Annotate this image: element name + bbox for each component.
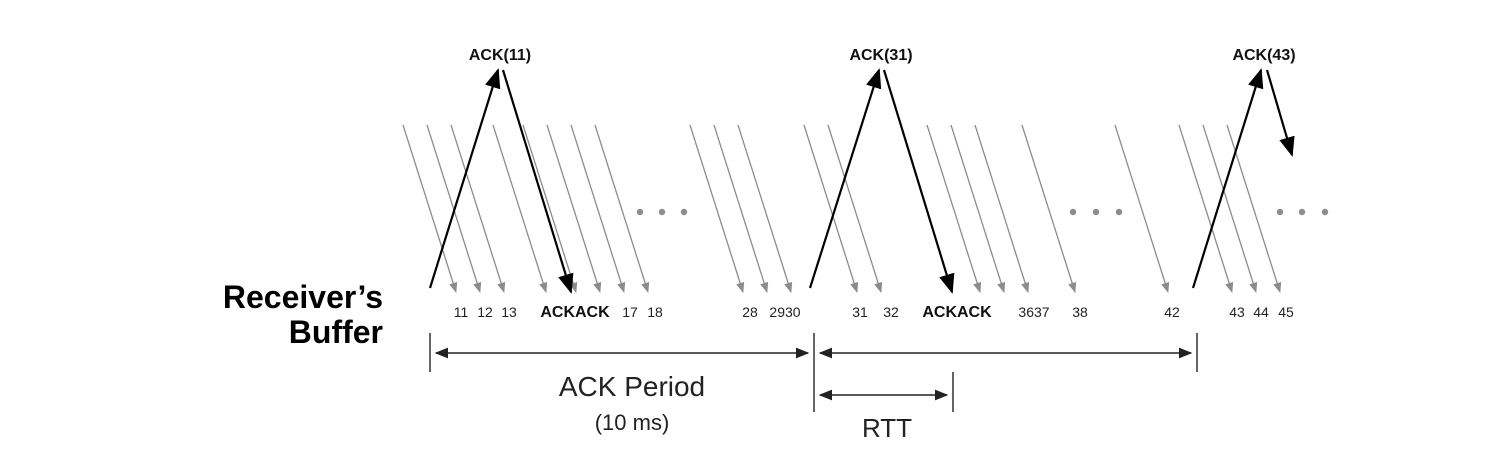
seq-label: 43	[1229, 304, 1245, 320]
receiver-label-line2: Buffer	[289, 314, 383, 350]
packet-line	[570, 124, 626, 293]
ack-period-sublabel: (10 ms)	[595, 410, 670, 435]
packet-line	[1202, 124, 1258, 293]
seq-label-ackack: ACKACK	[540, 304, 610, 321]
ellipsis-dot	[1298, 208, 1306, 216]
ellipsis-dot	[636, 208, 644, 216]
ack-label-2: ACK(31)	[849, 47, 912, 64]
packet-line	[1021, 124, 1077, 293]
seq-label: 28	[742, 304, 758, 320]
packet-line	[1114, 124, 1170, 293]
packet-arrival-lines	[402, 124, 1282, 293]
seq-label: 45	[1278, 304, 1294, 320]
ellipsis-dot	[1276, 208, 1284, 216]
packet-line	[737, 124, 793, 293]
ack-line-up-1	[428, 68, 501, 289]
packet-line	[950, 124, 1006, 293]
packet-line	[426, 124, 482, 293]
packet-line	[450, 124, 506, 293]
ellipsis-dot	[680, 208, 688, 216]
ack-label-1: ACK(11)	[469, 47, 531, 64]
seq-label: 3637	[1018, 304, 1049, 320]
seq-label: 12	[477, 304, 493, 320]
seq-label: 44	[1253, 304, 1269, 320]
ack-period-dimensions	[429, 333, 1198, 412]
packet-line	[402, 124, 458, 293]
packet-line	[827, 124, 883, 293]
seq-label: 17	[622, 304, 638, 320]
packet-line	[594, 124, 650, 293]
seq-label: 32	[883, 304, 899, 320]
packet-line	[492, 124, 548, 293]
packet-line	[689, 124, 745, 293]
ellipsis-dot	[1321, 208, 1329, 216]
ack-line-up-3	[1191, 68, 1264, 289]
seq-label: 13	[501, 304, 517, 320]
packet-line	[1178, 124, 1234, 293]
packet-line	[522, 124, 578, 293]
ack-label-3: ACK(43)	[1232, 47, 1295, 64]
receiver-label-line1: Receiver’s	[223, 279, 383, 315]
packet-line	[974, 124, 1030, 293]
sequence-labels: 11 12 13 ACKACK 17 18 28 2930 31 32 ACKA…	[454, 304, 1294, 321]
rtt-label: RTT	[862, 413, 912, 443]
ackack-line-down-2	[882, 69, 955, 294]
ack-period-label: ACK Period	[559, 371, 705, 402]
ellipsis-dot	[1069, 208, 1077, 216]
ellipsis-dot	[658, 208, 666, 216]
ack-line-up-2	[808, 68, 882, 289]
packet-line	[803, 124, 859, 293]
seq-label: 38	[1072, 304, 1088, 320]
packet-line	[713, 124, 769, 293]
seq-label: 11	[454, 304, 469, 320]
ellipsis-dot	[1115, 208, 1123, 216]
packet-line	[546, 124, 602, 293]
ackack-line-down-1	[501, 69, 574, 294]
seq-label: 31	[852, 304, 868, 320]
seq-label: 42	[1164, 304, 1180, 320]
seq-label: 18	[647, 304, 663, 320]
ack-lines	[428, 68, 1295, 294]
ellipsis-dots	[636, 208, 1329, 216]
seq-label: 2930	[769, 304, 800, 320]
ackack-line-down-3	[1265, 69, 1295, 157]
seq-label-ackack: ACKACK	[922, 304, 992, 321]
ellipsis-dot	[1092, 208, 1100, 216]
packet-line	[926, 124, 982, 293]
